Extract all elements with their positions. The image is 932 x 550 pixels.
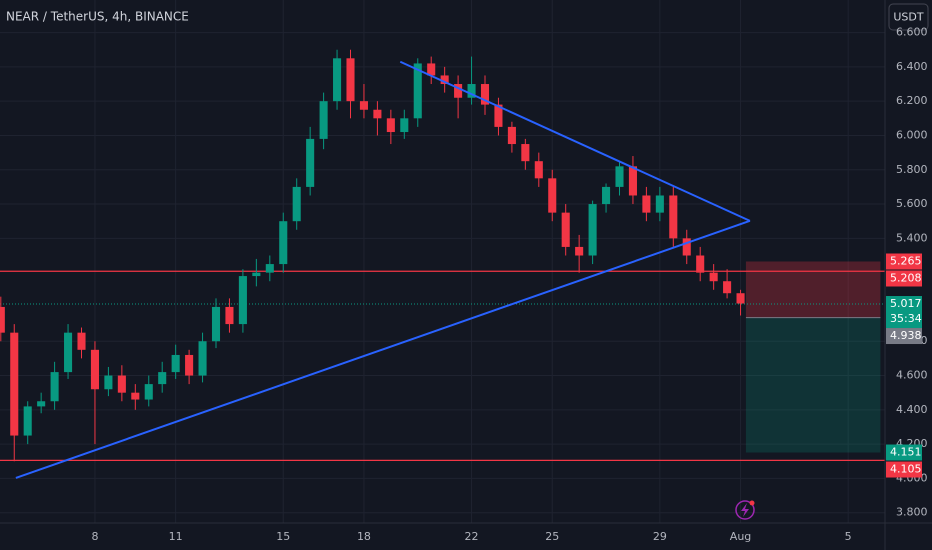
- candle-body: [386, 118, 395, 133]
- price-label: 5.017: [890, 297, 922, 310]
- candle-body: [588, 204, 597, 256]
- price-label-box: [886, 444, 922, 461]
- y-tick-label: 6.200: [896, 94, 928, 107]
- candle-body: [211, 306, 221, 342]
- y-tick-label: 5.400: [896, 231, 928, 244]
- lightning-icon[interactable]: [735, 500, 755, 520]
- candle-body: [131, 392, 140, 400]
- candle-body: [158, 372, 167, 385]
- candle-body: [238, 276, 247, 325]
- candle-body: [494, 104, 503, 127]
- price-label: 4.105: [890, 463, 922, 476]
- candle-body: [440, 75, 449, 85]
- chart-title: NEAR / TetherUS, 4h, BINANCE: [6, 10, 189, 24]
- candle-body: [696, 255, 705, 273]
- target-zone: [745, 317, 881, 453]
- y-tick-label: 4.400: [896, 403, 928, 416]
- candle-body: [333, 58, 342, 102]
- candle-body: [736, 293, 745, 304]
- price-label-box: [886, 296, 922, 329]
- candle-body: [413, 63, 422, 119]
- x-tick-label: 18: [357, 530, 371, 543]
- candle-body: [279, 221, 288, 265]
- candle-body: [198, 341, 207, 376]
- candle-body: [400, 118, 409, 133]
- candle-body: [10, 332, 19, 436]
- candle-body: [669, 195, 678, 239]
- candle-body: [642, 195, 651, 213]
- candle-body: [144, 384, 153, 400]
- price-label-box: [886, 328, 922, 345]
- candle-body: [655, 195, 664, 213]
- candle-body: [534, 161, 543, 179]
- y-tick-label: 5.800: [896, 163, 928, 176]
- candle-body: [628, 166, 637, 196]
- candle-body: [50, 372, 59, 402]
- candle-body: [480, 84, 490, 105]
- candle-body: [171, 354, 180, 373]
- candle-body: [373, 109, 382, 119]
- candle-body: [709, 272, 718, 282]
- y-tick-label: 6.000: [896, 128, 928, 141]
- currency-label[interactable]: USDT: [893, 11, 924, 24]
- price-label-box: [886, 253, 922, 270]
- price-label: 5.208: [890, 272, 922, 285]
- price-label: 5.265: [890, 255, 922, 268]
- candle-body: [90, 349, 99, 390]
- candle-body: [185, 354, 194, 376]
- y-tick-label: 3.800: [896, 506, 928, 519]
- stop-zone: [745, 261, 881, 318]
- candle-body: [0, 306, 5, 333]
- candle-body: [682, 238, 691, 256]
- candle-body: [23, 406, 32, 436]
- price-label: 4.938: [890, 329, 922, 342]
- y-tick-label: 4.600: [896, 369, 928, 382]
- candle-body: [521, 144, 530, 162]
- candle-body: [265, 264, 274, 273]
- price-label-box: [886, 270, 922, 287]
- y-tick-label: 6.600: [896, 26, 928, 39]
- candle-body: [467, 84, 476, 98]
- candle-body: [252, 272, 261, 277]
- price-label-box: [886, 461, 922, 478]
- y-tick-label: 6.400: [896, 60, 928, 73]
- candle-body: [615, 166, 624, 187]
- x-tick-label: 25: [545, 530, 559, 543]
- candle-body: [77, 332, 86, 350]
- y-tick-label: 5.600: [896, 197, 928, 210]
- candle-body: [64, 332, 73, 373]
- x-tick-label: Aug: [730, 530, 751, 543]
- trendline: [399, 60, 751, 222]
- x-tick-label: 11: [169, 530, 183, 543]
- candle-body: [319, 101, 328, 139]
- plot: [0, 0, 885, 523]
- candle-body: [359, 101, 368, 110]
- candle-body: [117, 375, 126, 393]
- x-tick-label: 8: [91, 530, 98, 543]
- candle-body: [548, 178, 557, 213]
- trendline: [15, 219, 751, 479]
- x-tick-label: 22: [465, 530, 479, 543]
- candle-body: [37, 401, 46, 407]
- x-tick-label: 29: [653, 530, 667, 543]
- candle-body: [507, 126, 516, 145]
- countdown: 35:34: [890, 312, 922, 325]
- candle-body: [292, 186, 301, 222]
- candle-body: [225, 306, 234, 325]
- x-tick-label: 15: [276, 530, 290, 543]
- candle-body: [306, 138, 315, 187]
- price-label: 4.151: [890, 446, 922, 459]
- candle-body: [723, 281, 732, 294]
- candle-body: [346, 58, 355, 102]
- candle-body: [561, 212, 570, 247]
- candle-body: [602, 186, 611, 205]
- x-tick-label: 5: [845, 530, 852, 543]
- currency-button[interactable]: [888, 3, 929, 31]
- candle-body: [427, 63, 436, 76]
- candle-body: [454, 84, 463, 98]
- candle-body: [104, 375, 113, 390]
- candle-body: [575, 246, 584, 256]
